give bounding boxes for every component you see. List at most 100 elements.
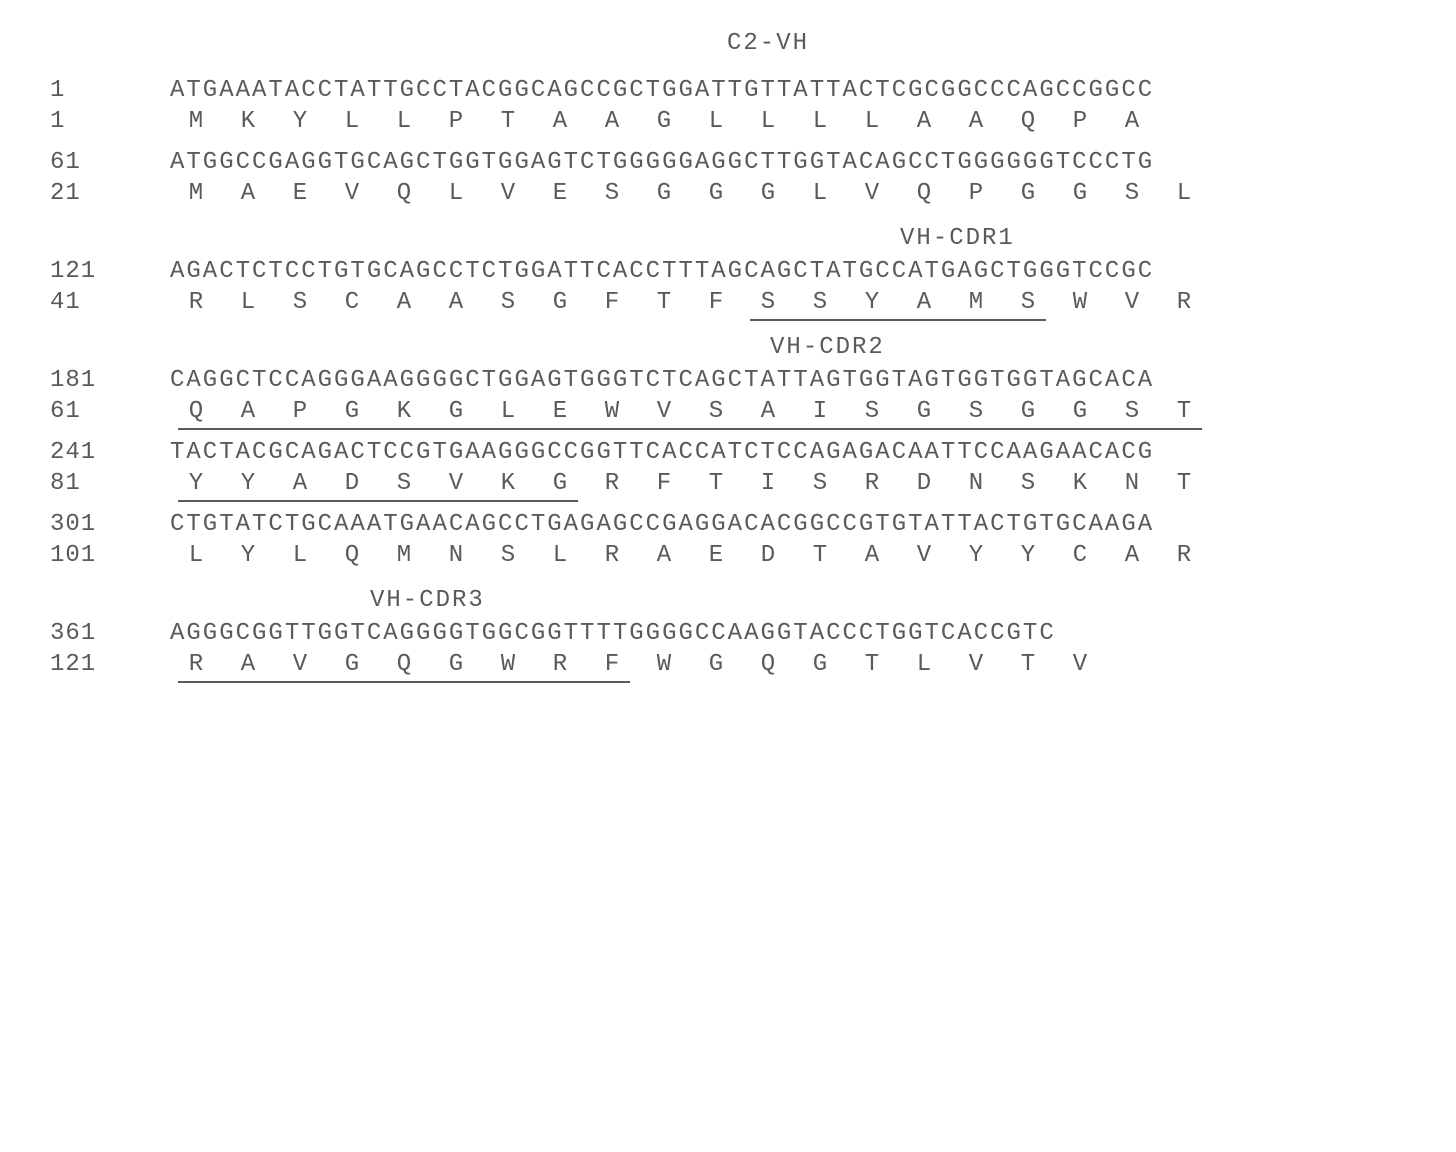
aa-residue: K <box>1054 470 1106 497</box>
aa-residue: L <box>1158 180 1210 207</box>
aa-residue: F <box>690 289 742 316</box>
aa-residue: L <box>846 108 898 135</box>
position-label: 1 <box>50 108 170 135</box>
aa-residue: W <box>1054 289 1106 316</box>
aa-residue: A <box>534 108 586 135</box>
dna-row: 1 ATGAAATACCTATTGCCTACGGCAGCCGCTGGATTGTT… <box>50 77 1406 104</box>
aa-residue: D <box>742 542 794 569</box>
aa-residue: V <box>326 180 378 207</box>
position-label: 101 <box>50 542 170 569</box>
aa-row: 61 QAPGKGLEWVSAISGSGGST <box>50 398 1406 425</box>
aa-residue: S <box>1002 470 1054 497</box>
dna-sequence: ATGGCCGAGGTGCAGCTGGTGGAGTCTGGGGGAGGCTTGG… <box>170 149 1154 176</box>
cdr-underline <box>178 681 630 684</box>
cdr3-label: VH-CDR3 <box>370 587 485 614</box>
aa-residue: G <box>1002 398 1054 425</box>
aa-residue: R <box>846 470 898 497</box>
position-label: 81 <box>50 470 170 497</box>
aa-residue: G <box>742 180 794 207</box>
aa-residue: L <box>690 108 742 135</box>
aa-residue: S <box>378 470 430 497</box>
aa-residue: N <box>430 542 482 569</box>
aa-residue: L <box>534 542 586 569</box>
cdr1-label: VH-CDR1 <box>900 225 1015 252</box>
region-label-row: VH-CDR2 <box>50 320 1406 367</box>
aa-residue: S <box>482 289 534 316</box>
aa-residue: K <box>482 470 534 497</box>
dna-row: 121 AGACTCTCCTGTGCAGCCTCTGGATTCACCTTTAGC… <box>50 258 1406 285</box>
aa-residue: L <box>326 108 378 135</box>
aa-residue: V <box>638 398 690 425</box>
position-label: 21 <box>50 180 170 207</box>
aa-residue: G <box>690 651 742 678</box>
position-label: 361 <box>50 620 170 647</box>
aa-residue: Q <box>378 651 430 678</box>
dna-row: 361 AGGGCGGTTGGTCAGGGGTGGCGGTTTTGGGGCCAA… <box>50 620 1406 647</box>
aa-residue: M <box>950 289 1002 316</box>
aa-residue: V <box>430 470 482 497</box>
aa-residue: L <box>378 108 430 135</box>
aa-sequence: LYLQMNSLRAEDTAVYYCAR <box>170 542 1210 569</box>
aa-residue: S <box>482 542 534 569</box>
aa-row: 1 MKYLLPTAAGLLLLAAQPA <box>50 108 1406 135</box>
aa-row: 81 YYADSVKGRFTISRDNSKNT <box>50 470 1406 497</box>
aa-residue: A <box>898 289 950 316</box>
aa-residue: E <box>690 542 742 569</box>
aa-residue: M <box>170 180 222 207</box>
aa-residue: K <box>222 108 274 135</box>
aa-residue: L <box>794 180 846 207</box>
aa-sequence: RLSCAASGFTFSSYAMSWVR <box>170 289 1210 316</box>
aa-residue: Q <box>742 651 794 678</box>
aa-residue: S <box>274 289 326 316</box>
dna-sequence: CTGTATCTGCAAATGAACAGCCTGAGAGCCGAGGACACGG… <box>170 511 1154 538</box>
aa-residue: L <box>274 542 326 569</box>
aa-residue: W <box>482 651 534 678</box>
aa-residue: G <box>1002 180 1054 207</box>
aa-residue: P <box>274 398 326 425</box>
aa-residue: L <box>222 289 274 316</box>
aa-residue: G <box>794 651 846 678</box>
aa-sequence: YYADSVKGRFTISRDNSKNT <box>170 470 1210 497</box>
aa-residue: F <box>586 289 638 316</box>
position-label: 241 <box>50 439 170 466</box>
aa-residue: L <box>482 398 534 425</box>
aa-residue: I <box>742 470 794 497</box>
aa-residue: Q <box>378 180 430 207</box>
aa-residue: Y <box>170 470 222 497</box>
aa-residue: R <box>170 651 222 678</box>
aa-residue: L <box>430 180 482 207</box>
aa-residue: G <box>1054 398 1106 425</box>
aa-residue: P <box>1054 108 1106 135</box>
aa-residue: L <box>170 542 222 569</box>
aa-residue: D <box>326 470 378 497</box>
position-label: 301 <box>50 511 170 538</box>
aa-residue: A <box>222 398 274 425</box>
aa-residue: V <box>482 180 534 207</box>
cdr-underline <box>750 319 1046 322</box>
sequence-title: C2-VH <box>50 30 1406 57</box>
aa-residue: T <box>482 108 534 135</box>
aa-residue: S <box>794 289 846 316</box>
aa-residue: S <box>586 180 638 207</box>
aa-residue: Y <box>950 542 1002 569</box>
aa-residue: R <box>1158 542 1210 569</box>
aa-sequence: MAEVQLVESGGGLVQPGGSL <box>170 180 1210 207</box>
aa-row: 21 MAEVQLVESGGGLVQPGGSL <box>50 180 1406 207</box>
aa-residue: V <box>274 651 326 678</box>
aa-residue: V <box>1054 651 1106 678</box>
aa-residue: A <box>742 398 794 425</box>
aa-residue: G <box>898 398 950 425</box>
aa-residue: P <box>950 180 1002 207</box>
aa-residue: V <box>1106 289 1158 316</box>
aa-residue: A <box>898 108 950 135</box>
aa-residue: A <box>222 651 274 678</box>
cdr-underline <box>178 500 578 503</box>
aa-residue: R <box>586 542 638 569</box>
position-label: 61 <box>50 149 170 176</box>
aa-sequence: RAVGQGWRFWGQGTLVTV <box>170 651 1106 678</box>
aa-residue: Q <box>898 180 950 207</box>
aa-residue: T <box>846 651 898 678</box>
aa-residue: R <box>534 651 586 678</box>
aa-residue: S <box>690 398 742 425</box>
aa-residue: T <box>794 542 846 569</box>
